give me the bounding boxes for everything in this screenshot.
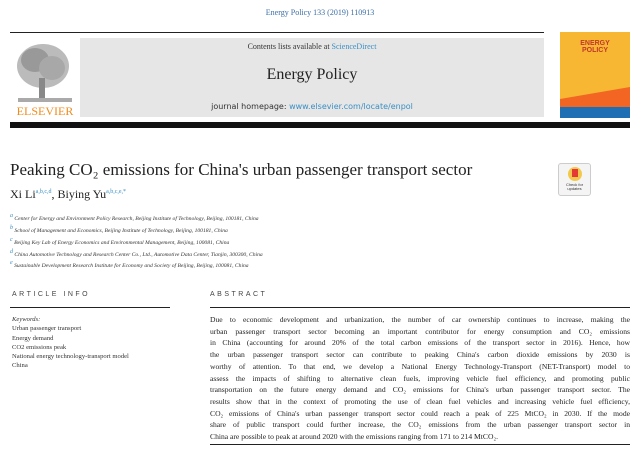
abstract-line: Due to economic development and urbaniza…: [210, 315, 630, 324]
abstract-heading: ABSTRACT: [210, 291, 268, 298]
affiliation: a Center for Energy and Environment Poli…: [10, 212, 263, 224]
abstract-line: assess the impacts of shifting to altern…: [210, 373, 630, 383]
elsevier-logo: ELSEVIER: [10, 38, 80, 118]
check-for-updates-label: Check for updates: [565, 182, 584, 191]
svg-text:ELSEVIER: ELSEVIER: [17, 104, 74, 118]
affiliation-mark: c: [10, 236, 13, 243]
affiliation-mark: a: [10, 213, 13, 219]
contents-line: Contents lists available at ScienceDirec…: [80, 42, 544, 51]
article-info-heading: ARTICLE INFO: [12, 291, 91, 298]
homepage-link[interactable]: www.elsevier.com/locate/enpol: [289, 102, 413, 111]
affiliation-text: School of Management and Economics, Beij…: [14, 227, 228, 234]
affiliation: d China Automotive Technology and Resear…: [10, 248, 263, 260]
abstract-line: urban passenger transport sector becomin…: [210, 326, 630, 336]
author-name[interactable]: Xi Li: [10, 187, 36, 201]
affiliation-mark: b: [10, 224, 13, 231]
divider: [210, 444, 630, 445]
author-name[interactable]: Biying Yu: [57, 187, 107, 201]
homepage-prefix: journal homepage:: [211, 102, 290, 111]
journal-name: Energy Policy: [266, 66, 358, 83]
abstract-line: worthy of attention. To that end, we dev…: [210, 361, 630, 371]
keywords: Keywords: Urban passenger transport Ener…: [12, 315, 129, 371]
abstract-text: Due to economic development and urbaniza…: [210, 314, 630, 443]
affiliation-text: Sustainable Development Research Institu…: [14, 263, 249, 270]
author-affiliation-marks[interactable]: a,b,c,d: [35, 189, 52, 195]
divider: [10, 32, 544, 33]
keyword: China: [12, 362, 28, 370]
affiliations: a Center for Energy and Environment Poli…: [10, 212, 263, 271]
bookmark-icon: [567, 167, 582, 181]
author-affiliation-marks[interactable]: a,b,c,e,*: [106, 189, 127, 195]
article-title: Peaking CO₂ emissions for China's urban …: [10, 160, 473, 179]
affiliation-mark: e: [10, 260, 13, 267]
abstract-line: CO₂ emissions of China's urban passenger…: [210, 408, 630, 418]
journal-citation[interactable]: Energy Policy 133 (2019) 110913: [265, 8, 375, 17]
affiliation-text: China Automotive Technology and Research…: [14, 251, 263, 258]
cover-title: ENERGY POLICY: [580, 40, 610, 54]
abstract-line: in China (accounting for around 20% of t…: [210, 338, 630, 348]
journal-cover[interactable]: ENERGY POLICY: [560, 32, 630, 118]
keyword: Energy demand: [12, 334, 54, 342]
divider: [210, 307, 630, 308]
keyword: National energy technology-transport mod…: [12, 353, 129, 361]
cover-graphic: [560, 87, 630, 118]
affiliation-mark: d: [10, 248, 13, 255]
contents-prefix: Contents lists available at: [247, 42, 332, 51]
abstract-line: results show that in the context of prom…: [210, 396, 630, 406]
homepage-line: journal homepage: www.elsevier.com/locat…: [80, 102, 544, 111]
sciencedirect-link[interactable]: ScienceDirect: [331, 42, 377, 51]
keyword: Urban passenger transport: [12, 325, 82, 333]
affiliation-text: Beijing Key Lab of Energy Economics and …: [14, 239, 230, 246]
affiliation-text: Center for Energy and Environment Policy…: [14, 215, 259, 222]
divider: [10, 307, 170, 308]
abstract-line: China are possible to peak at around 202…: [210, 432, 499, 442]
abstract-line: the urban passenger transport sector can…: [210, 350, 630, 360]
author-list: Xi Lia,b,c,d, Biying Yua,b,c,e,*: [10, 187, 127, 201]
affiliation: b School of Management and Economics, Be…: [10, 224, 263, 236]
elsevier-tree-icon: ELSEVIER: [17, 44, 74, 118]
affiliation: c Beijing Key Lab of Energy Economics an…: [10, 236, 263, 248]
abstract-line: transportation on the future energy dema…: [210, 385, 630, 395]
check-for-updates-button[interactable]: Check for updates: [558, 163, 591, 196]
affiliation: e Sustainable Development Research Insti…: [10, 259, 263, 271]
journal-banner: Contents lists available at ScienceDirec…: [80, 38, 544, 117]
header-divider: [10, 122, 630, 128]
keyword: CO2 emissions peak: [12, 343, 67, 351]
keywords-label: Keywords:: [12, 316, 41, 323]
abstract-line: share of public transport could further …: [210, 420, 630, 430]
